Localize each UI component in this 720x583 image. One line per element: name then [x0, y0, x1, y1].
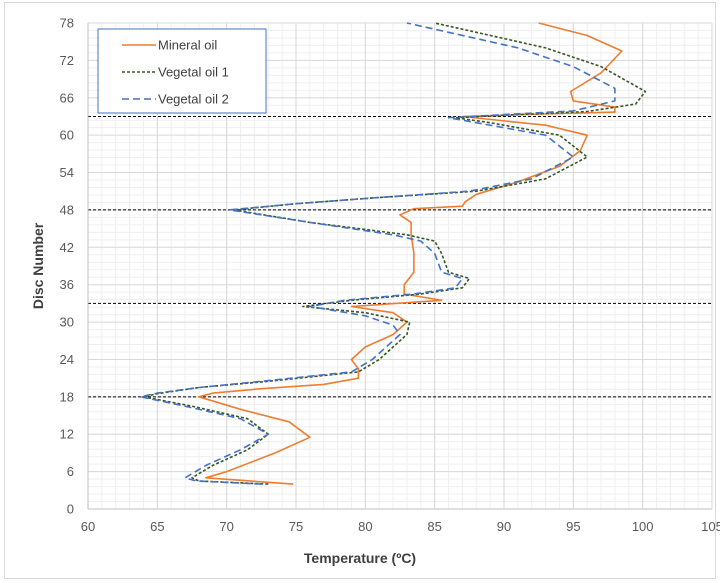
y-tick-label: 30 [60, 315, 74, 330]
series-line-3 [139, 22, 616, 485]
y-tick-label: 66 [60, 90, 74, 105]
x-tick-label: 90 [497, 519, 511, 534]
x-tick-label: 65 [150, 519, 164, 534]
y-tick-label: 60 [60, 128, 74, 143]
y-tick-label: 0 [67, 502, 74, 517]
legend: Mineral oil Vegetal oil 1 Vegetal oil 2 [97, 28, 267, 114]
y-tick-label: 54 [60, 165, 74, 180]
legend-label-2: Vegetal oil 1 [158, 65, 229, 80]
y-tick-label: 42 [60, 240, 74, 255]
y-tick-label: 18 [60, 389, 74, 404]
x-tick-label: 70 [219, 519, 233, 534]
y-tick-label: 48 [60, 202, 74, 217]
legend-label-1: Mineral oil [158, 38, 217, 53]
x-tick-label: 75 [289, 519, 303, 534]
y-tick-label: 24 [60, 352, 74, 367]
y-tick-label: 6 [67, 464, 74, 479]
x-tick-label: 95 [566, 519, 580, 534]
reference-lines [88, 115, 712, 398]
series-layer [139, 22, 647, 485]
x-tick-label: 60 [81, 519, 95, 534]
x-tick-label: 100 [632, 519, 654, 534]
y-tick-label: 78 [60, 16, 74, 31]
legend-label-3: Vegetal oil 2 [158, 92, 229, 107]
axes [87, 23, 712, 510]
series-line-1 [198, 22, 623, 485]
x-tick-labels: 60 65 70 75 80 85 90 95 100 105 [81, 519, 720, 534]
y-tick-label: 72 [60, 53, 74, 68]
y-tick-labels: 0 6 12 18 24 30 36 42 48 54 60 66 72 78 [60, 16, 74, 517]
y-axis-title: Disc Number [30, 222, 46, 309]
x-axis-title: Temperature (ºC) [304, 550, 416, 566]
y-tick-label: 36 [60, 277, 74, 292]
y-tick-label: 12 [60, 427, 74, 442]
x-tick-label: 105 [701, 519, 720, 534]
legend-items: Mineral oil Vegetal oil 1 Vegetal oil 2 [122, 38, 229, 107]
x-tick-label: 80 [358, 519, 372, 534]
x-tick-label: 85 [427, 519, 441, 534]
